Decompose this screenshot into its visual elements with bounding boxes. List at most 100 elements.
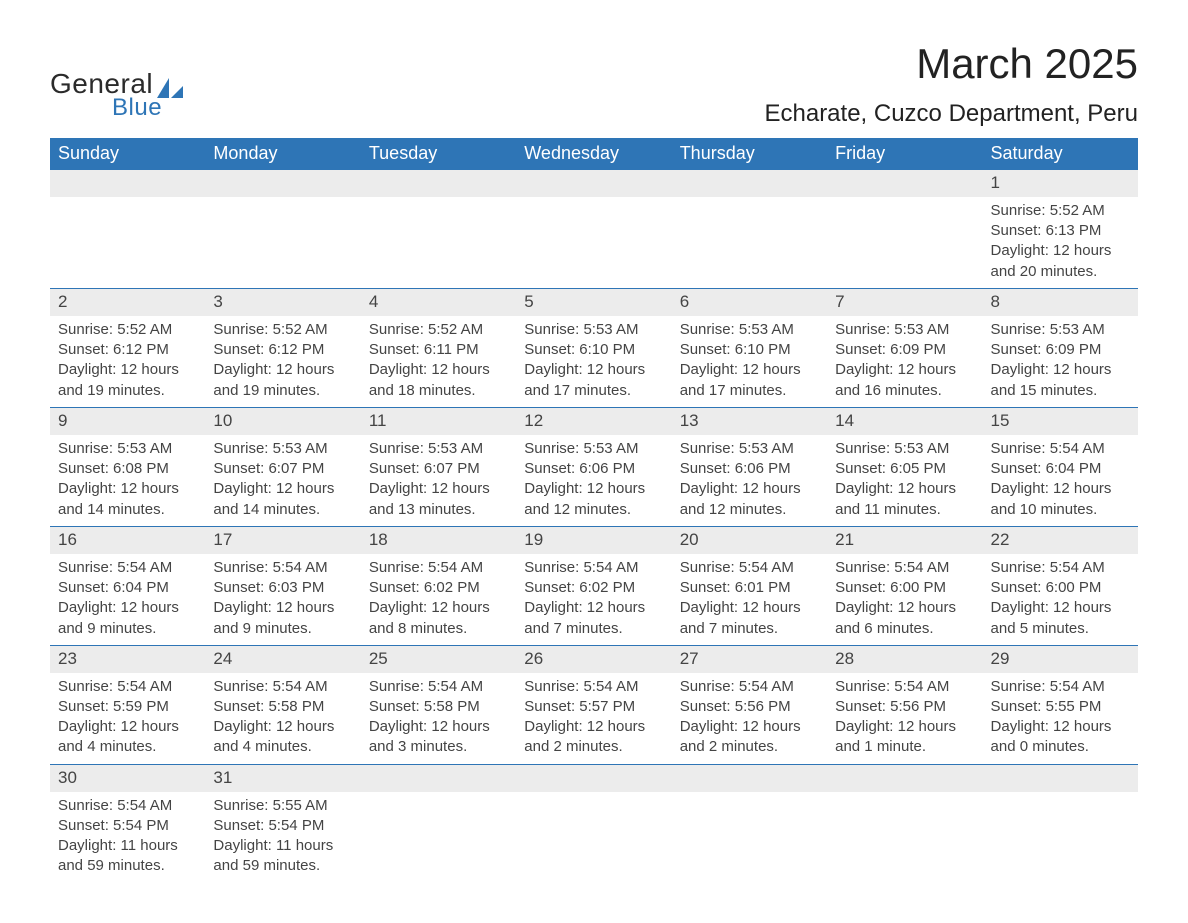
daylight-text: Daylight: 12 hours and 10 minutes. (991, 479, 1130, 520)
day-content-row: Sunrise: 5:54 AMSunset: 5:59 PMDaylight:… (50, 673, 1138, 765)
day-cell: Sunrise: 5:54 AMSunset: 6:02 PMDaylight:… (516, 554, 671, 646)
day-cell: Sunrise: 5:54 AMSunset: 5:54 PMDaylight:… (50, 792, 205, 883)
sunrise-text: Sunrise: 5:53 AM (524, 320, 663, 340)
sunrise-text: Sunrise: 5:53 AM (680, 439, 819, 459)
day-cell: Sunrise: 5:52 AMSunset: 6:13 PMDaylight:… (983, 197, 1138, 289)
day-cell: Sunrise: 5:54 AMSunset: 6:02 PMDaylight:… (361, 554, 516, 646)
daylight-text: Daylight: 12 hours and 12 minutes. (680, 479, 819, 520)
day-content-row: Sunrise: 5:52 AM Sunset: 6:12 PM Daylight:… (50, 316, 1138, 408)
empty-cell (516, 764, 671, 791)
day-number: 29 (983, 645, 1138, 672)
daylight-text: Daylight: 12 hours and 15 minutes. (991, 360, 1130, 401)
title-block: March 2025 Echarate, Cuzco Department, P… (764, 40, 1138, 128)
sunset-text: Sunset: 6:09 PM (835, 340, 974, 360)
empty-cell (827, 764, 982, 791)
weekday-header-row: SundayMondayTuesdayWednesdayThursdayFrid… (50, 138, 1138, 170)
day-cell: Sunrise: 5:53 AMSunset: 6:06 PMDaylight:… (672, 435, 827, 527)
empty-cell (672, 170, 827, 197)
empty-cell (983, 792, 1138, 883)
sunrise-text: Sunrise: 5:54 AM (680, 558, 819, 578)
weekday-header: Monday (205, 138, 360, 170)
day-number: 8 (983, 288, 1138, 315)
day-cell: Sunrise: 5:54 AMSunset: 6:03 PMDaylight:… (205, 554, 360, 646)
daylight-text: Daylight: 12 hours and 0 minutes. (991, 717, 1130, 758)
daylight-text: Daylight: 12 hours and 4 minutes. (213, 717, 352, 758)
day-number-row: 2345678 (50, 288, 1138, 315)
sunrise-text: Sunrise: 5:52 AM (369, 320, 508, 340)
sunrise-text: Sunrise: 5:54 AM (58, 558, 197, 578)
daylight-text: Daylight: 12 hours and 14 minutes. (58, 479, 197, 520)
sunrise-text: Sunrise: 5:54 AM (213, 677, 352, 697)
day-number: 7 (827, 288, 982, 315)
day-cell: Sunrise: 5:53 AMSunset: 6:10 PMDaylight:… (516, 316, 671, 408)
empty-cell (50, 170, 205, 197)
day-cell: Sunrise: 5:55 AMSunset: 5:54 PMDaylight:… (205, 792, 360, 883)
daylight-text: Daylight: 12 hours and 2 minutes. (524, 717, 663, 758)
day-number: 6 (672, 288, 827, 315)
sunrise-text: Sunrise: 5:55 AM (213, 796, 352, 816)
daylight-text: Daylight: 12 hours and 17 minutes. (680, 360, 819, 401)
sunset-text: Sunset: 5:58 PM (369, 697, 508, 717)
sunset-text: Sunset: 6:06 PM (524, 459, 663, 479)
sunrise-text: Sunrise: 5:53 AM (680, 320, 819, 340)
daylight-text: Daylight: 12 hours and 4 minutes. (58, 717, 197, 758)
day-number-row: 16171819202122 (50, 526, 1138, 553)
sunset-text: Sunset: 6:08 PM (58, 459, 197, 479)
day-number: 14 (827, 407, 982, 434)
logo: General Blue (50, 40, 185, 122)
daylight-text: Daylight: 12 hours and 11 minutes. (835, 479, 974, 520)
empty-cell (50, 197, 205, 289)
day-number: 23 (50, 645, 205, 672)
sunrise-text: Sunrise: 5:54 AM (369, 558, 508, 578)
empty-cell (827, 792, 982, 883)
day-number-row: 23242526272829 (50, 645, 1138, 672)
daylight-text: Daylight: 12 hours and 19 minutes. (58, 360, 197, 401)
empty-cell (672, 197, 827, 289)
day-cell: Sunrise: 5:54 AMSunset: 5:59 PMDaylight:… (50, 673, 205, 765)
sunrise-text: Sunrise: 5:52 AM (991, 201, 1130, 221)
sunrise-text: Sunrise: 5:54 AM (524, 677, 663, 697)
day-content-row: Sunrise: 5:54 AMSunset: 6:04 PMDaylight:… (50, 554, 1138, 646)
day-cell: Sunrise: 5:54 AMSunset: 6:00 PMDaylight:… (827, 554, 982, 646)
weekday-header: Tuesday (361, 138, 516, 170)
sunset-text: Sunset: 6:03 PM (213, 578, 352, 598)
day-number: 2 (50, 288, 205, 315)
day-number: 20 (672, 526, 827, 553)
day-number: 4 (361, 288, 516, 315)
day-number-row: 9101112131415 (50, 407, 1138, 434)
day-content-row: Sunrise: 5:54 AMSunset: 5:54 PMDaylight:… (50, 792, 1138, 883)
empty-cell (205, 170, 360, 197)
daylight-text: Daylight: 12 hours and 7 minutes. (680, 598, 819, 639)
sunrise-text: Sunrise: 5:54 AM (524, 558, 663, 578)
day-number: 13 (672, 407, 827, 434)
sunset-text: Sunset: 6:10 PM (524, 340, 663, 360)
daylight-text: Daylight: 11 hours and 59 minutes. (213, 836, 352, 877)
empty-cell (361, 170, 516, 197)
sunrise-text: Sunrise: 5:53 AM (835, 320, 974, 340)
day-number: 27 (672, 645, 827, 672)
day-number: 12 (516, 407, 671, 434)
day-cell: Sunrise: 5:54 AMSunset: 6:00 PMDaylight:… (983, 554, 1138, 646)
empty-cell (516, 792, 671, 883)
day-cell: Sunrise: 5:53 AMSunset: 6:05 PMDaylight:… (827, 435, 982, 527)
weekday-header: Thursday (672, 138, 827, 170)
month-title: March 2025 (764, 40, 1138, 88)
sunset-text: Sunset: 5:55 PM (991, 697, 1130, 717)
sunrise-text: Sunrise: 5:54 AM (991, 677, 1130, 697)
daylight-text: Daylight: 12 hours and 7 minutes. (524, 598, 663, 639)
sunrise-text: Sunrise: 5:53 AM (524, 439, 663, 459)
sunset-text: Sunset: 6:10 PM (680, 340, 819, 360)
day-cell: Sunrise: 5:54 AMSunset: 6:04 PMDaylight:… (50, 554, 205, 646)
empty-cell (361, 197, 516, 289)
empty-cell (361, 792, 516, 883)
weekday-header: Wednesday (516, 138, 671, 170)
day-number: 17 (205, 526, 360, 553)
day-cell: Sunrise: 5:54 AMSunset: 6:01 PMDaylight:… (672, 554, 827, 646)
sunset-text: Sunset: 6:12 PM (213, 340, 352, 360)
empty-cell (361, 764, 516, 791)
daylight-text: Daylight: 12 hours and 16 minutes. (835, 360, 974, 401)
day-number: 9 (50, 407, 205, 434)
empty-cell (983, 764, 1138, 791)
sunset-text: Sunset: 5:57 PM (524, 697, 663, 717)
day-number: 24 (205, 645, 360, 672)
